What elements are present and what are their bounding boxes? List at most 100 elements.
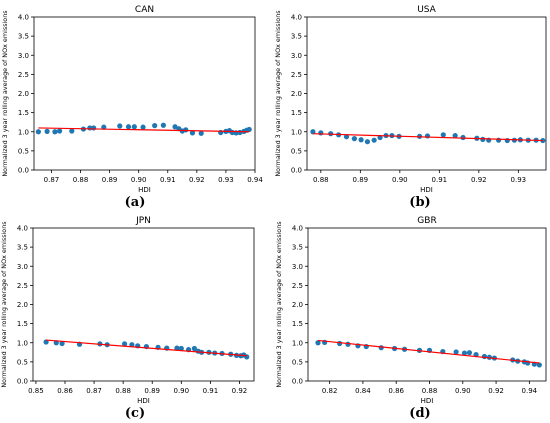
plot-area: [307, 227, 547, 382]
trend-line: [46, 339, 247, 357]
x-tick-label: 0.89: [102, 176, 118, 184]
data-point: [351, 136, 358, 142]
data-point: [101, 124, 107, 130]
y-tick-label: 2.0: [292, 301, 303, 309]
data-point: [191, 345, 197, 352]
data-point: [183, 127, 189, 133]
y-tick-label: 0.5: [18, 147, 29, 155]
y-tick-label: 2.0: [18, 90, 29, 98]
y-tick-label: 1.5: [291, 109, 302, 117]
y-tick-label: 0.5: [17, 358, 28, 366]
x-tick-label: 0.88: [115, 387, 131, 395]
x-tick-label: 0.91: [432, 176, 448, 184]
panel-can: CAN 0.87 0.88 0.89 0.90 0.91 0.92 0.93 0.94 0.0 0.…: [1, 5, 263, 210]
y-tick-label: 2.5: [291, 71, 302, 79]
data-point: [461, 350, 468, 356]
data-point: [378, 345, 384, 351]
y-tick-label: 2.5: [18, 71, 29, 79]
y-tick-label: 0.0: [292, 378, 303, 386]
panel-label: (c): [125, 406, 145, 421]
data-point: [481, 353, 488, 360]
data-point: [495, 137, 502, 143]
chart-title: GBR: [417, 216, 436, 226]
y-tick-label: 4.0: [291, 14, 302, 22]
x-axis-label: HDI: [421, 397, 434, 405]
data-point: [56, 128, 63, 134]
y-tick-label: 2.5: [17, 282, 28, 290]
data-point: [174, 345, 180, 351]
x-tick-label: 0.92: [488, 387, 504, 395]
y-tick-label: 2.5: [292, 282, 303, 290]
y-tick-label: 0.5: [292, 358, 303, 366]
data-point: [364, 139, 371, 145]
chart-title: CAN: [135, 5, 154, 15]
x-axis-label: HDI: [137, 397, 150, 405]
plot-area: [33, 16, 256, 171]
data-point: [460, 134, 466, 141]
data-point: [343, 134, 350, 140]
y-tick-label: 1.5: [18, 109, 29, 117]
x-tick-label: 0.92: [232, 387, 248, 395]
x-axis-label: HDI: [138, 186, 151, 194]
x-tick-label: 0.93: [511, 176, 527, 184]
y-tick-label: 1.5: [17, 320, 28, 328]
data-point: [358, 137, 364, 143]
plot-area: [32, 227, 255, 382]
x-tick-label: 0.92: [471, 176, 487, 184]
data-point: [59, 340, 65, 347]
y-tick-label: 4.0: [292, 225, 303, 233]
x-tick-label: 0.93: [218, 176, 234, 184]
trend-line: [317, 339, 540, 364]
x-tick-label: 0.84: [355, 387, 371, 395]
data-point: [424, 133, 431, 139]
data-point: [480, 136, 486, 142]
data-point: [125, 124, 132, 130]
x-tick-label: 0.88: [422, 387, 438, 395]
data-point: [178, 345, 184, 352]
y-axis-label: Normalized 3 year rolling average of NOx…: [274, 10, 282, 177]
x-tick-label: 0.85: [28, 387, 44, 395]
data-point: [160, 122, 167, 128]
panel-label: (b): [409, 195, 430, 210]
trend-line: [312, 133, 543, 142]
y-tick-label: 1.0: [18, 128, 29, 136]
data-point: [52, 129, 58, 135]
y-tick-label: 4.0: [17, 225, 28, 233]
y-tick-label: 3.0: [17, 263, 28, 271]
panel-label: (d): [409, 406, 430, 421]
y-tick-label: 3.5: [18, 33, 29, 41]
data-point: [466, 350, 473, 356]
data-point: [44, 128, 50, 134]
data-point: [504, 137, 510, 144]
y-tick-label: 4.0: [18, 14, 29, 22]
data-point: [440, 132, 446, 138]
x-tick-label: 0.87: [86, 387, 102, 395]
data-point: [310, 129, 316, 135]
x-tick-label: 0.82: [322, 387, 338, 395]
data-point: [337, 340, 343, 347]
x-tick-label: 0.92: [189, 176, 205, 184]
x-tick-label: 0.90: [131, 176, 147, 184]
x-axis-label: HDI: [420, 186, 433, 194]
data-point: [198, 130, 204, 136]
data-point: [371, 137, 377, 143]
y-tick-label: 2.0: [17, 301, 28, 309]
data-point: [91, 125, 97, 131]
data-point: [117, 123, 123, 129]
y-tick-label: 3.0: [292, 263, 303, 271]
x-tick-label: 0.89: [353, 176, 369, 184]
x-tick-label: 0.90: [392, 176, 408, 184]
panel-jpn: JPN 0.85 0.86 0.87 0.88 0.89 0.90 0.91 0.92 0.0 0.…: [0, 216, 255, 421]
data-point: [35, 129, 41, 135]
y-tick-label: 0.0: [17, 378, 28, 386]
data-point: [246, 126, 252, 133]
chart-title: USA: [417, 5, 436, 15]
y-axis-label: Normalized 3 year rolling average of NOx…: [0, 221, 8, 388]
y-tick-label: 3.5: [291, 33, 302, 41]
x-tick-label: 0.91: [160, 176, 176, 184]
y-tick-label: 1.5: [292, 320, 303, 328]
data-point: [452, 132, 458, 139]
y-tick-label: 3.5: [17, 244, 28, 252]
trend-line: [38, 127, 250, 133]
